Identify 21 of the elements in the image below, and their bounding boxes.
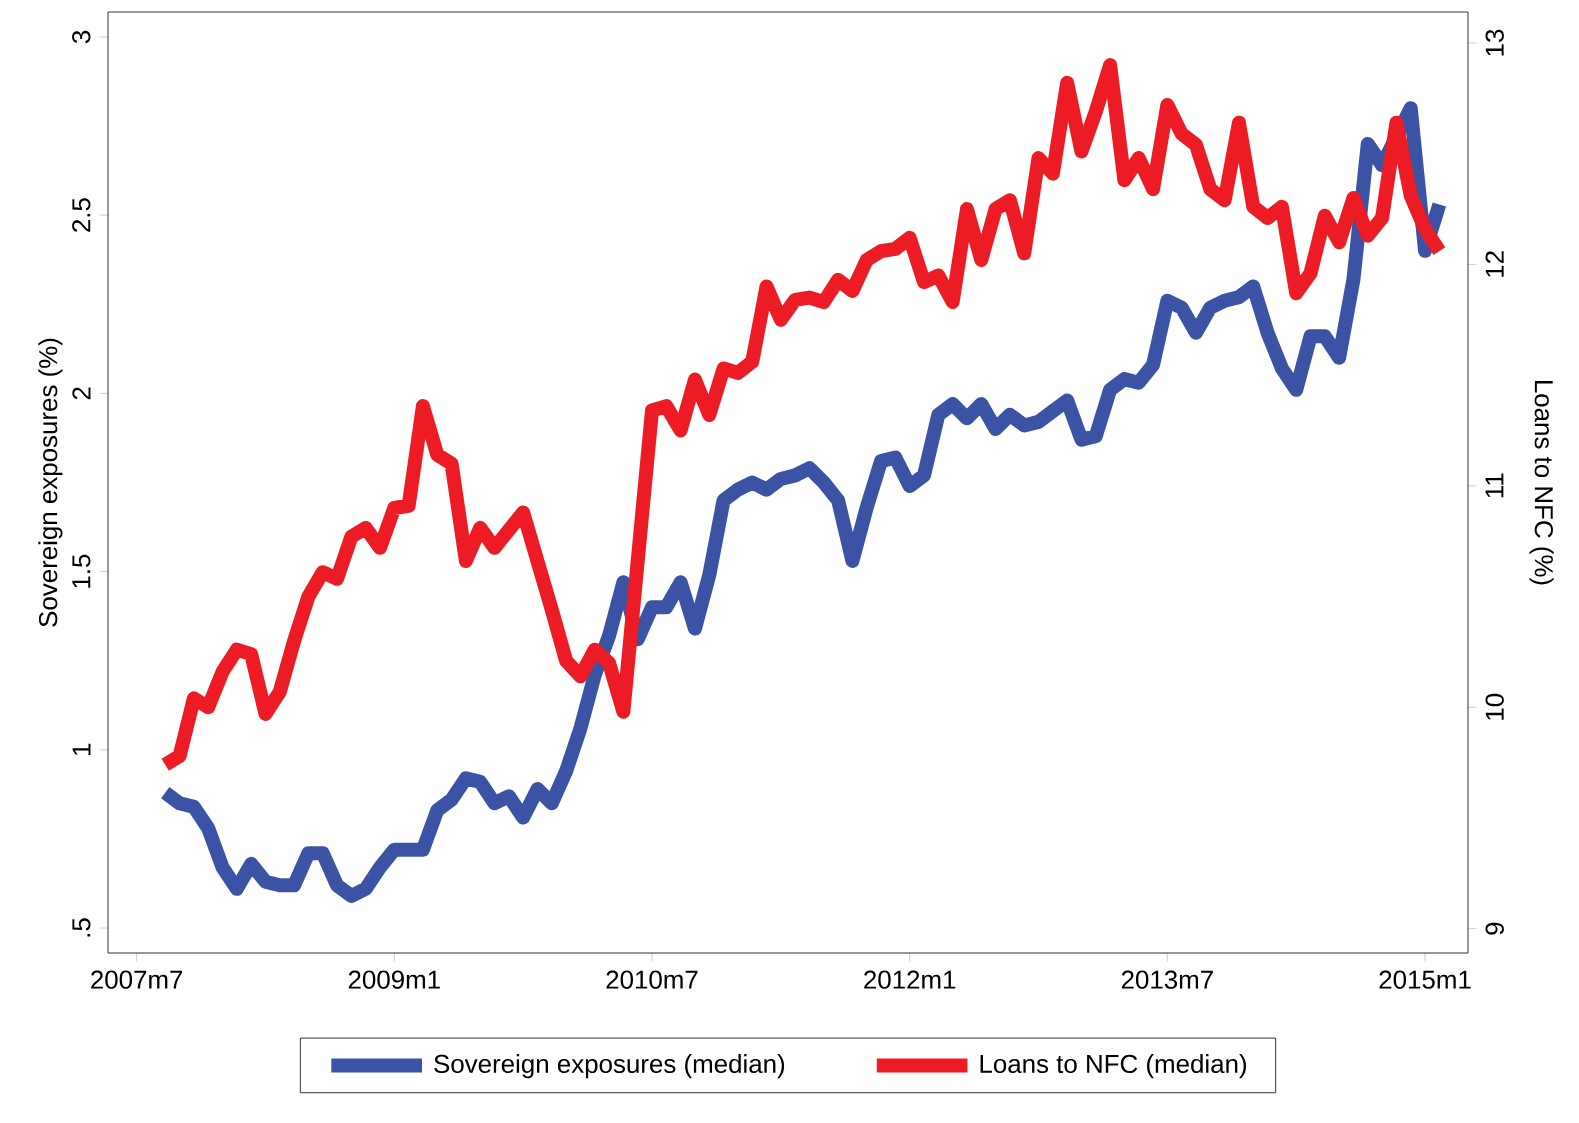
x-tick-label: 2009m1 — [348, 970, 440, 989]
y2-tick-label: 10 — [1485, 693, 1504, 720]
legend-label: Loans to NFC (median) — [980, 1054, 1247, 1079]
x-tick-label: 2012m1 — [864, 970, 956, 989]
y-tick-label: 1 — [72, 743, 91, 756]
y-axis-title: Sovereign exposures (%) — [38, 338, 63, 627]
x-tick-label: 2015m1 — [1379, 970, 1471, 989]
x-tick-label: 2007m7 — [91, 970, 183, 989]
y-tick-label: 3 — [72, 30, 91, 44]
y-tick-label: 2 — [72, 387, 91, 400]
y2-tick-label: 9 — [1485, 922, 1504, 935]
y2-tick-label: 11 — [1485, 473, 1504, 498]
y-tick-label: .5 — [72, 918, 91, 937]
y-tick-label: 1.5 — [72, 554, 91, 588]
x-tick-label: 2013m7 — [1121, 970, 1213, 989]
legend-label: Sovereign exposures (median) — [434, 1054, 785, 1079]
y2-axis-title: Loans to NFC (%) — [1529, 380, 1554, 585]
y-tick-label: 2.5 — [72, 198, 91, 232]
y2-tick-label: 13 — [1485, 29, 1504, 56]
x-tick-label: 2010m7 — [606, 970, 698, 989]
y2-tick-label: 12 — [1485, 251, 1504, 277]
